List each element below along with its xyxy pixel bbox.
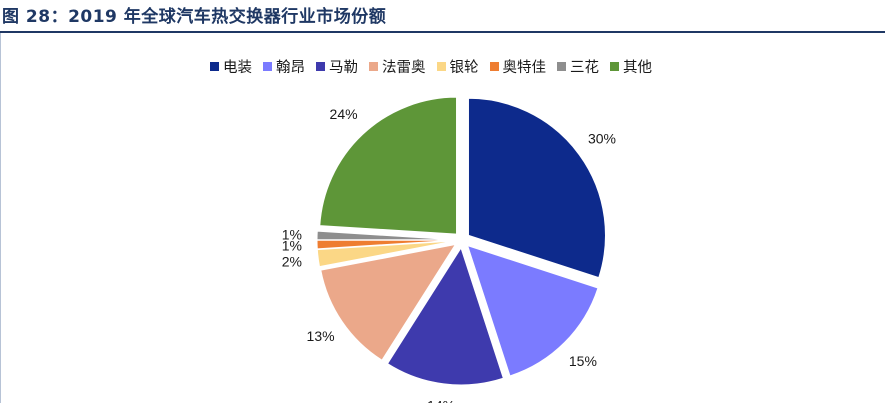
legend-item: 法雷奥 [369, 56, 426, 77]
figure-title: 图 28：2019 年全球汽车热交换器行业市场份额 [2, 7, 387, 27]
slice-data-label: 1% [282, 227, 302, 243]
legend-swatch [557, 61, 566, 71]
chart-legend: 电装 翰昂 马勒 法雷奥 银轮 奥特佳 三花 其他 [210, 56, 652, 76]
legend-item: 银轮 [436, 56, 479, 77]
legend-label: 法雷奥 [382, 59, 426, 76]
left-border [0, 33, 1, 403]
legend-swatch [316, 61, 325, 71]
legend-label: 马勒 [329, 59, 358, 76]
legend-item: 其他 [610, 56, 652, 77]
legend-label: 翰昂 [276, 59, 305, 76]
legend-swatch [210, 61, 219, 71]
slice-data-label: 2% [282, 254, 302, 270]
pie-slice [467, 97, 606, 279]
slice-data-label: 15% [569, 353, 597, 369]
pie-slice [316, 239, 455, 250]
pie-slice [316, 240, 455, 268]
slice-data-label: 30% [588, 130, 616, 146]
slice-data-label: 24% [330, 106, 358, 122]
figure-title-bar: 图 28：2019 年全球汽车热交换器行业市场份额 [0, 0, 885, 30]
legend-item: 翰昂 [263, 56, 305, 77]
legend-label: 其他 [623, 59, 652, 76]
legend-item: 电装 [210, 56, 252, 77]
legend-item: 三花 [557, 56, 599, 77]
legend-swatch [436, 61, 446, 71]
pie-slice [466, 244, 599, 377]
pie-slice [316, 230, 455, 241]
pie-slice [319, 96, 458, 235]
slice-data-label: 13% [307, 328, 335, 344]
slice-data-label: 1% [282, 237, 302, 253]
legend-label: 三花 [570, 59, 599, 76]
legend-label: 电装 [223, 59, 252, 76]
title-divider [0, 31, 885, 33]
legend-swatch [263, 61, 272, 71]
legend-item: 马勒 [316, 56, 358, 77]
legend-swatch [369, 61, 378, 71]
legend-swatch [610, 61, 619, 71]
pie-slice [386, 246, 504, 386]
legend-label: 银轮 [449, 59, 479, 76]
legend-label: 奥特佳 [502, 59, 547, 76]
pie-slice [320, 243, 457, 361]
legend-swatch [489, 61, 499, 71]
slice-data-label: 14% [427, 398, 455, 403]
legend-item: 奥特佳 [489, 56, 547, 77]
